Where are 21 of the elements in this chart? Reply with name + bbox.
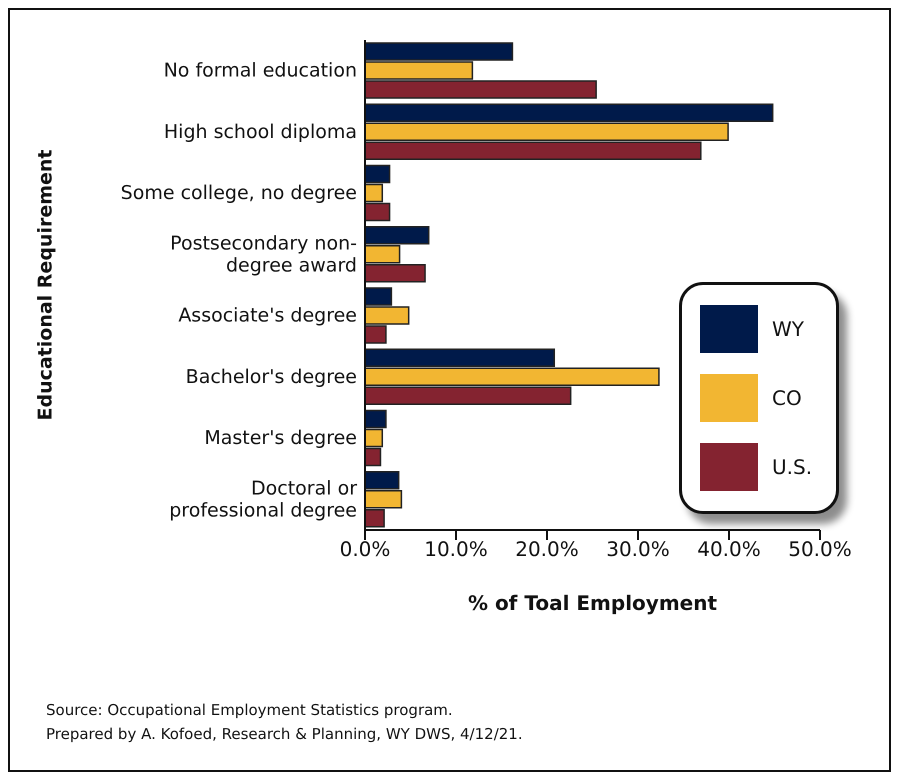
- text: Prepared by A. Kofoed, Research & Planning, WY DWS, 4/12/21.: [46, 724, 523, 745]
- x-axis-title: % of Toal Employment: [468, 591, 718, 615]
- y-tick-label: Master's degree: [204, 427, 357, 450]
- legend-label: U.S.: [772, 454, 812, 479]
- legend-label: WY: [772, 317, 804, 342]
- y-axis-title: Educational Requirement: [34, 149, 57, 421]
- x-tick-label: 50.0%: [788, 537, 852, 562]
- x-tick-label: 30.0%: [606, 537, 670, 562]
- y-tick-label: No formal education: [164, 60, 357, 82]
- x-tick-label: 0.0%: [340, 537, 390, 562]
- legend-label: CO: [772, 386, 802, 410]
- x-tick-label: 10.0%: [424, 537, 488, 562]
- x-tick-label: 40.0%: [697, 537, 761, 562]
- y-tick-label: Associate's degree: [178, 304, 357, 327]
- x-tick-label: 20.0%: [515, 537, 579, 562]
- y-tick-label: Postsecondary non- degree award: [170, 232, 357, 276]
- y-tick-label: Some college, no degree: [120, 182, 357, 204]
- y-tick-label: Bachelor's degree: [186, 366, 357, 388]
- source-note: Source: Occupational Employment Statistics program.: [46, 700, 454, 721]
- y-tick-label: High school diploma: [164, 120, 357, 143]
- y-tick-label: Doctoral or professional degree: [169, 477, 358, 522]
